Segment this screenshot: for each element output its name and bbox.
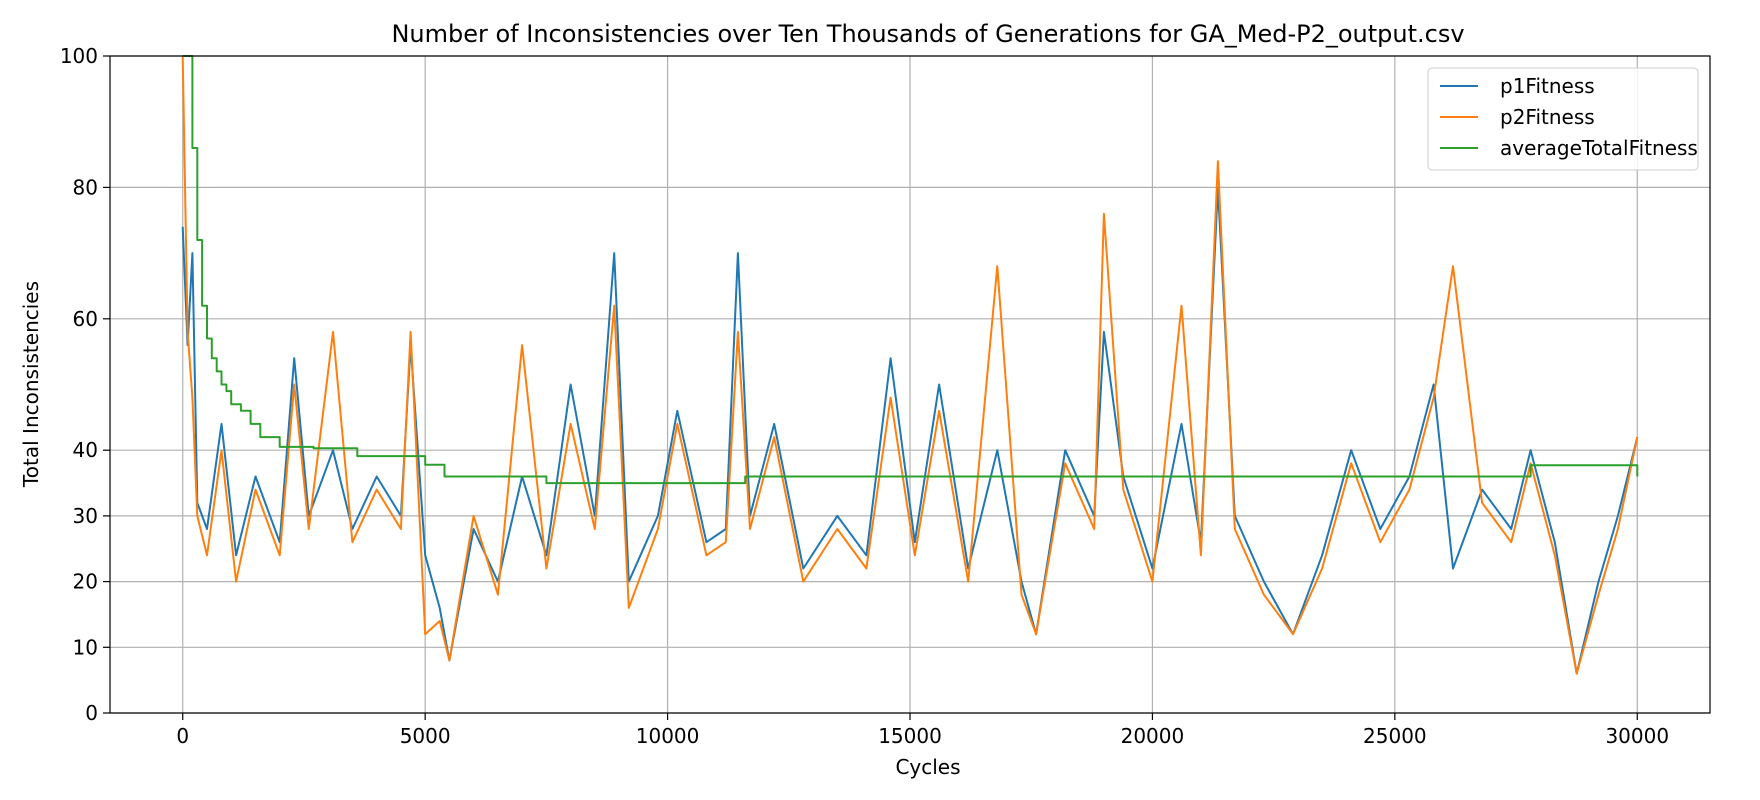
y-axis-label: Total Inconsistencies <box>19 281 43 488</box>
x-tick-label: 10000 <box>636 724 700 748</box>
y-tick-label: 0 <box>85 701 98 725</box>
y-tick-label: 40 <box>73 438 98 462</box>
series-lines <box>181 55 1639 675</box>
y-tick-label: 100 <box>60 44 98 68</box>
x-axis-label: Cycles <box>895 755 960 779</box>
x-tick-label: 20000 <box>1121 724 1185 748</box>
y-tick-label: 30 <box>73 504 98 528</box>
legend-label-averageTotalFitness: averageTotalFitness <box>1500 136 1698 160</box>
legend-label-p2Fitness: p2Fitness <box>1500 105 1595 129</box>
legend: p1Fitness p2Fitness averageTotalFitness <box>1427 67 1699 171</box>
x-tick-label: 5000 <box>400 724 451 748</box>
x-tick-label: 15000 <box>878 724 942 748</box>
x-tick-label: 25000 <box>1363 724 1427 748</box>
y-tick-label: 80 <box>73 175 98 199</box>
legend-box <box>1427 67 1699 171</box>
x-tick-label: 0 <box>176 724 189 748</box>
y-tick-label: 10 <box>73 635 98 659</box>
axis-ticks: 0 5000 10000 15000 20000 25000 30000 0 10 20 30 40 6… <box>60 44 1669 748</box>
x-tick-label: 30000 <box>1605 724 1669 748</box>
chart-title: Number of Inconsistencies over Ten Thous… <box>391 20 1464 48</box>
legend-label-p1Fitness: p1Fitness <box>1500 74 1595 98</box>
y-tick-label: 60 <box>73 307 98 331</box>
series-line-p2Fitness <box>181 55 1639 675</box>
y-tick-label: 20 <box>73 570 98 594</box>
series-line-averageTotalFitness <box>182 55 1639 485</box>
series-line-p1Fitness <box>181 186 1639 675</box>
